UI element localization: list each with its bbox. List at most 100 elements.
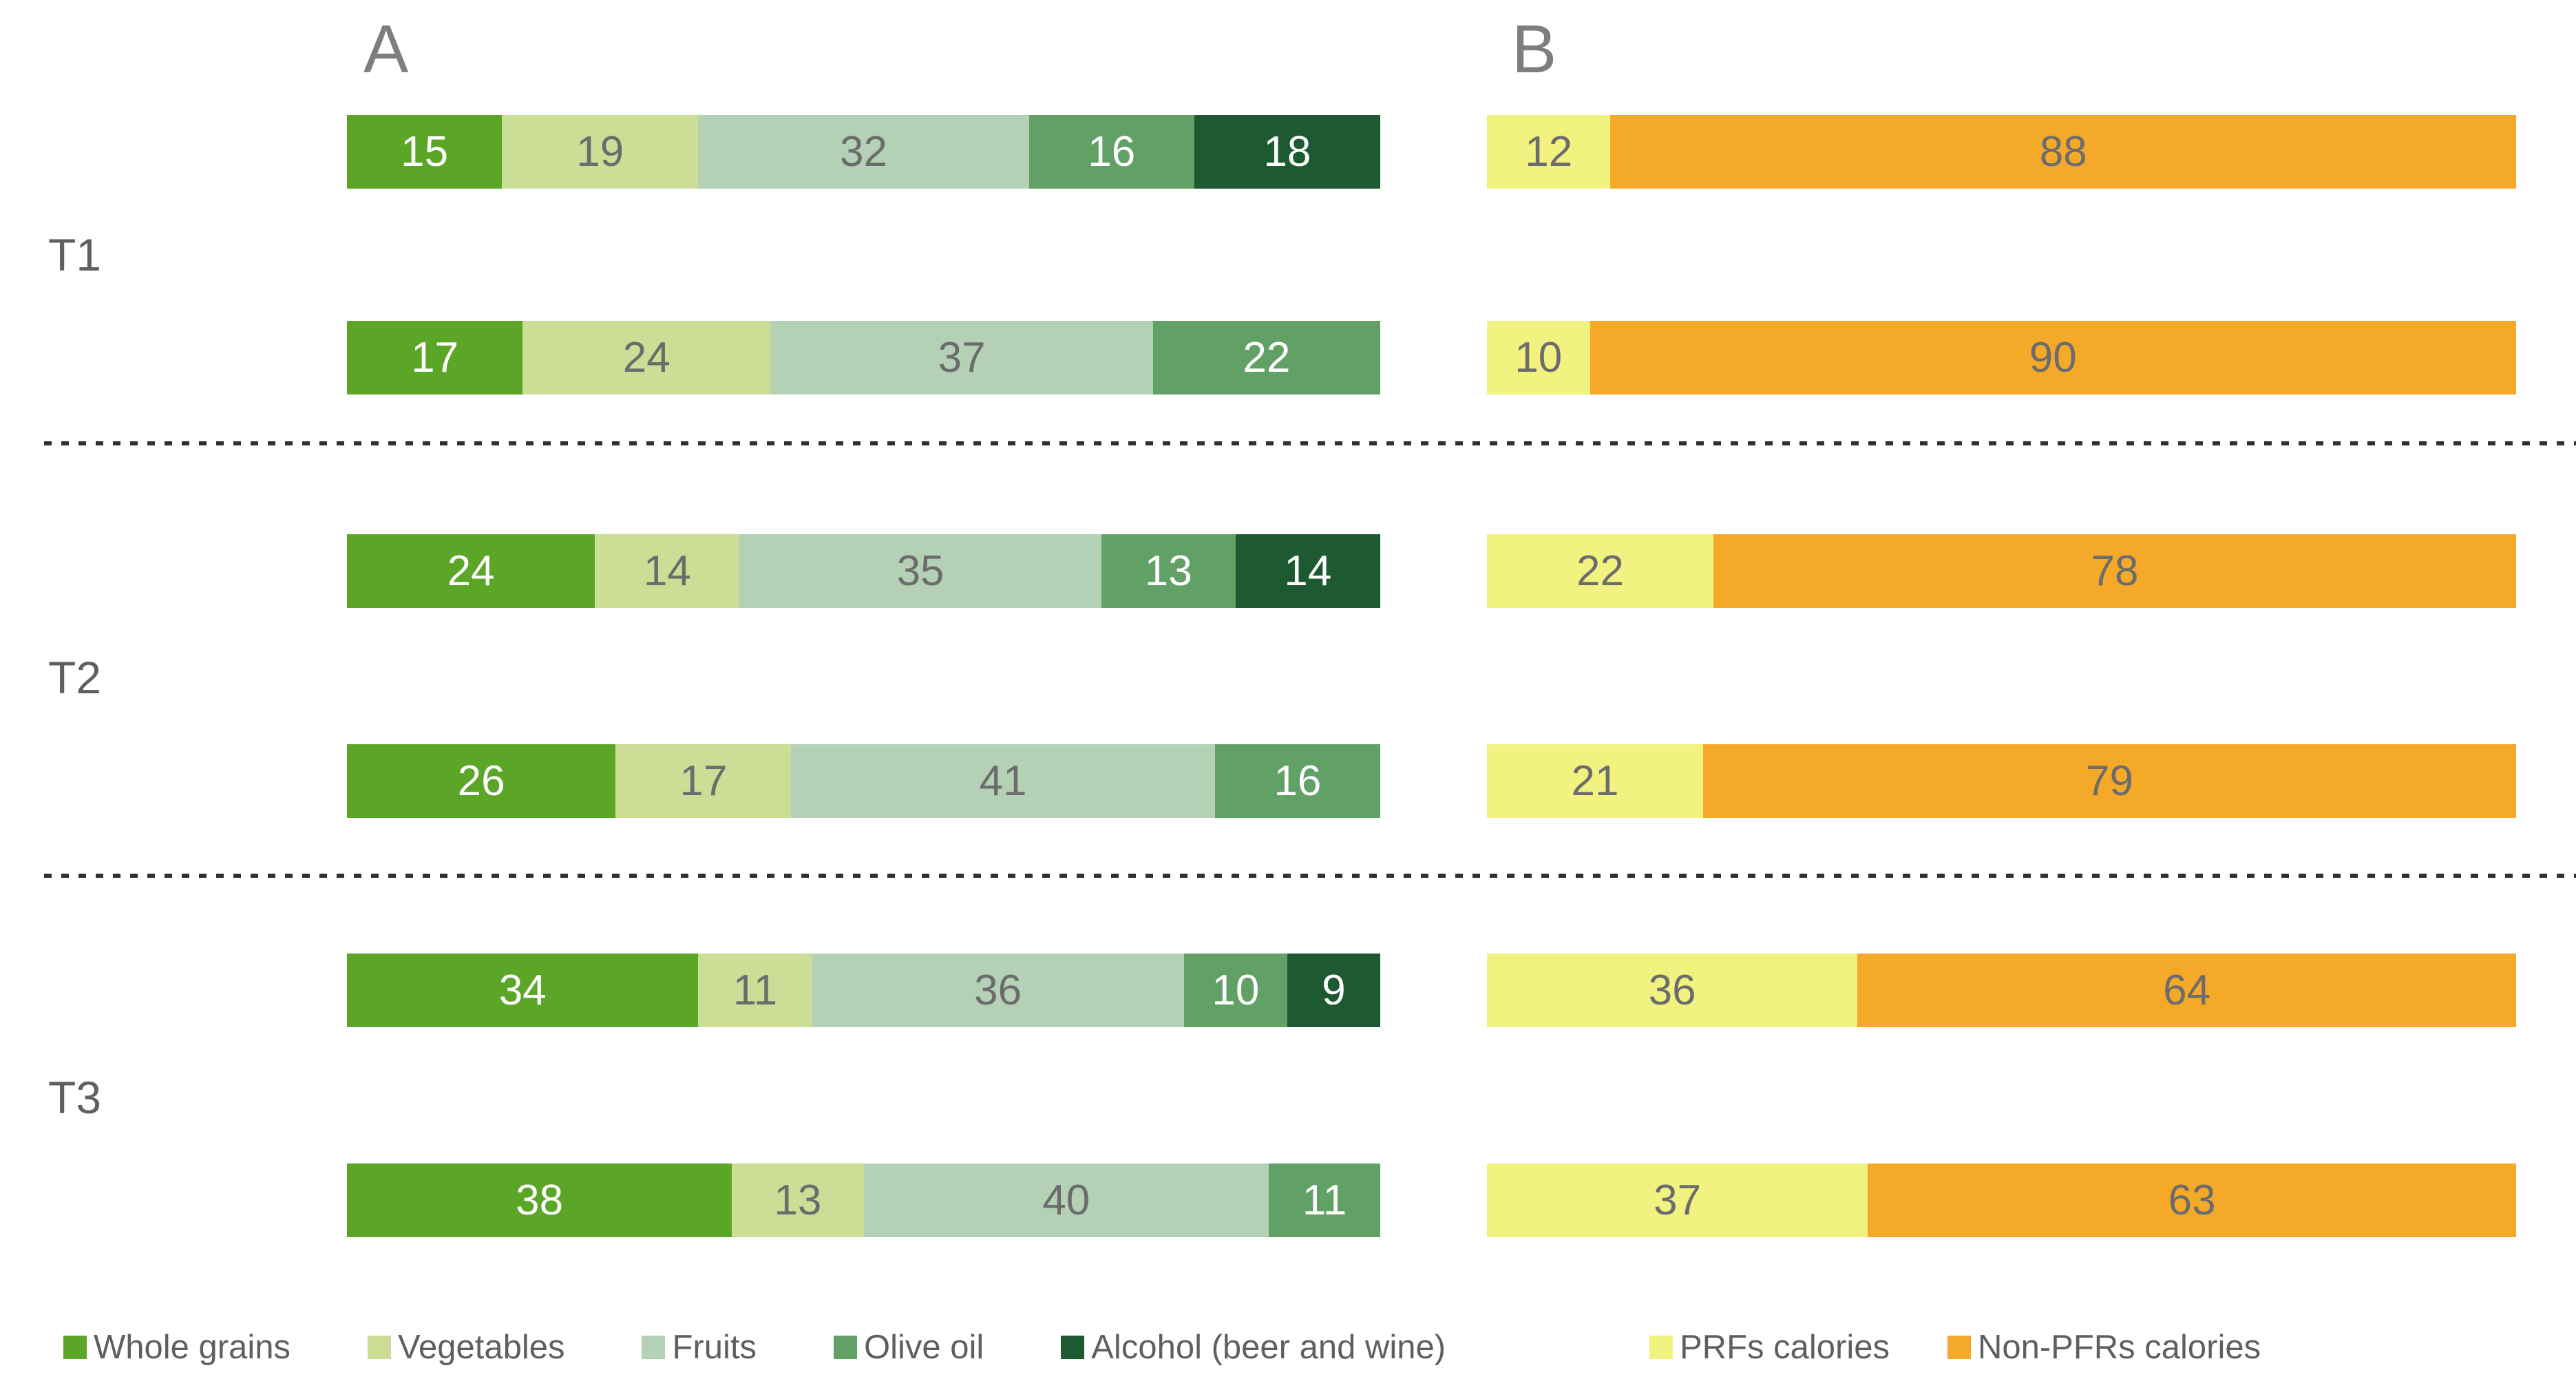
bar-segment-fruits: 35 [739, 534, 1101, 608]
bar-segment-vegetables: 17 [615, 744, 792, 818]
segment-value-label: 24 [447, 547, 495, 595]
segment-value-label: 11 [1302, 1176, 1347, 1224]
bar-segment-prfs: 37 [1487, 1163, 1868, 1237]
legend-label-non-pfrs-calories: Non-PFRs calories [1977, 1329, 2261, 1366]
bar-segment-non-pfrs: 88 [1610, 115, 2516, 189]
segment-value-label: 78 [2091, 547, 2139, 595]
segment-value-label: 34 [498, 966, 547, 1014]
segment-value-label: 13 [1144, 547, 1192, 595]
bar-segment-whole-grains: 17 [347, 321, 523, 394]
bar-segment-non-pfrs: 63 [1868, 1163, 2516, 1237]
segment-value-label: 64 [2163, 966, 2211, 1014]
segment-value-label: 35 [896, 547, 944, 595]
bar-segment-alcohol: 18 [1194, 115, 1380, 189]
segment-value-label: 88 [2039, 127, 2087, 176]
stacked-bar-b-t3-row2: 37 63 [1487, 1163, 2516, 1237]
legend-item-alcohol: Alcohol (beer and wine) [1061, 1328, 1446, 1367]
segment-value-label: 24 [622, 333, 671, 381]
segment-value-label: 9 [1322, 966, 1346, 1014]
bar-segment-fruits: 36 [812, 954, 1184, 1027]
segment-value-label: 40 [1042, 1176, 1090, 1224]
bar-segment-non-pfrs: 64 [1857, 954, 2516, 1027]
segment-value-label: 90 [2029, 333, 2077, 381]
legend-label-whole-grains: Whole grains [94, 1329, 291, 1366]
stacked-bar-b-t1-row1: 12 88 [1487, 115, 2516, 189]
segment-value-label: 16 [1274, 757, 1322, 805]
stacked-bar-b-t3-row1: 36 64 [1487, 954, 2516, 1027]
segment-value-label: 14 [643, 547, 691, 595]
segment-value-label: 10 [1212, 966, 1260, 1014]
segment-value-label: 12 [1525, 127, 1573, 176]
bar-segment-non-pfrs: 79 [1702, 744, 2516, 818]
segment-value-label: 41 [979, 757, 1027, 805]
stacked-bar-a-t1-row2: 17 24 37 22 [347, 321, 1380, 394]
segment-value-label: 79 [2085, 757, 2133, 805]
bar-segment-olive-oil: 16 [1214, 744, 1380, 818]
legend-swatch-non-pfrs-icon [1947, 1336, 1971, 1359]
legend-swatch-vegetables-icon [367, 1336, 391, 1359]
bar-segment-olive-oil: 13 [1101, 534, 1236, 608]
bar-segment-olive-oil: 16 [1028, 115, 1194, 189]
panel-a-label: A [363, 11, 409, 87]
bar-segment-alcohol: 14 [1235, 534, 1380, 608]
segment-value-label: 37 [938, 333, 986, 381]
bar-segment-whole-grains: 34 [347, 954, 699, 1027]
bar-segment-whole-grains: 38 [347, 1163, 732, 1237]
segment-value-label: 38 [516, 1176, 564, 1224]
group-separator-t2-t3 [44, 874, 2576, 878]
segment-value-label: 11 [732, 966, 778, 1014]
legend-swatch-whole-grains-icon [63, 1336, 87, 1359]
legend-label-prfs-calories: PRFs calories [1680, 1329, 1890, 1366]
legend-label-olive-oil: Olive oil [863, 1329, 984, 1366]
segment-value-label: 32 [840, 127, 887, 176]
legend-swatch-fruits-icon [642, 1336, 666, 1359]
legend-item-whole-grains: Whole grains [63, 1328, 291, 1367]
legend-label-fruits: Fruits [672, 1329, 757, 1366]
legend-swatch-alcohol-icon [1061, 1336, 1085, 1359]
legend-swatch-prfs-icon [1649, 1336, 1673, 1359]
legend-panel-b: PRFs calories Non-PFRs calories [1649, 1320, 2261, 1375]
stacked-bar-a-t1-row1: 15 19 32 16 18 [347, 115, 1380, 189]
legend-swatch-olive-oil-icon [833, 1336, 857, 1359]
stacked-bar-b-t2-row1: 22 78 [1487, 534, 2516, 608]
segment-value-label: 26 [457, 757, 505, 805]
stacked-bar-a-t2-row1: 24 14 35 13 14 [347, 534, 1380, 608]
bar-segment-alcohol: 9 [1287, 954, 1380, 1027]
legend-panel-a: Whole grains Vegetables Fruits Olive oil… [63, 1320, 1446, 1375]
legend-item-fruits: Fruits [642, 1328, 757, 1367]
legend-item-olive-oil: Olive oil [833, 1328, 984, 1367]
bar-segment-whole-grains: 26 [347, 744, 616, 818]
bar-segment-fruits: 41 [791, 744, 1215, 818]
segment-value-label: 22 [1576, 547, 1624, 595]
segment-value-label: 37 [1654, 1176, 1702, 1224]
bar-segment-prfs: 22 [1487, 534, 1713, 608]
bar-segment-vegetables: 14 [595, 534, 740, 608]
legend-item-non-pfrs-calories: Non-PFRs calories [1947, 1328, 2261, 1367]
legend-label-alcohol: Alcohol (beer and wine) [1091, 1329, 1446, 1366]
segment-value-label: 36 [974, 966, 1022, 1014]
bar-segment-non-pfrs: 90 [1590, 321, 2516, 394]
group-separator-t1-t2 [44, 441, 2576, 445]
bar-segment-fruits: 40 [863, 1163, 1269, 1237]
group-label-t3: T3 [48, 1072, 102, 1123]
bar-segment-vegetables: 19 [502, 115, 699, 189]
stacked-bar-a-t3-row1: 34 11 36 10 9 [347, 954, 1380, 1027]
segment-value-label: 17 [411, 333, 459, 381]
bar-segment-non-pfrs: 78 [1713, 534, 2516, 608]
stacked-bar-a-t2-row2: 26 17 41 16 [347, 744, 1380, 818]
stacked-bar-a-t3-row2: 38 13 40 11 [347, 1163, 1380, 1237]
stacked-bar-b-t1-row2: 10 90 [1487, 321, 2516, 394]
bar-segment-vegetables: 13 [732, 1163, 864, 1237]
bar-segment-fruits: 32 [698, 115, 1029, 189]
bar-segment-olive-oil: 10 [1183, 954, 1287, 1027]
legend-item-vegetables: Vegetables [367, 1328, 564, 1367]
bar-segment-prfs: 36 [1487, 954, 1858, 1027]
bar-segment-fruits: 37 [770, 321, 1153, 394]
segment-value-label: 10 [1514, 333, 1563, 381]
panel-b-label: B [1512, 11, 1557, 87]
bar-segment-prfs: 12 [1487, 115, 1611, 189]
bar-segment-whole-grains: 15 [347, 115, 503, 189]
bar-segment-prfs: 21 [1487, 744, 1703, 818]
segment-value-label: 63 [2168, 1176, 2216, 1224]
